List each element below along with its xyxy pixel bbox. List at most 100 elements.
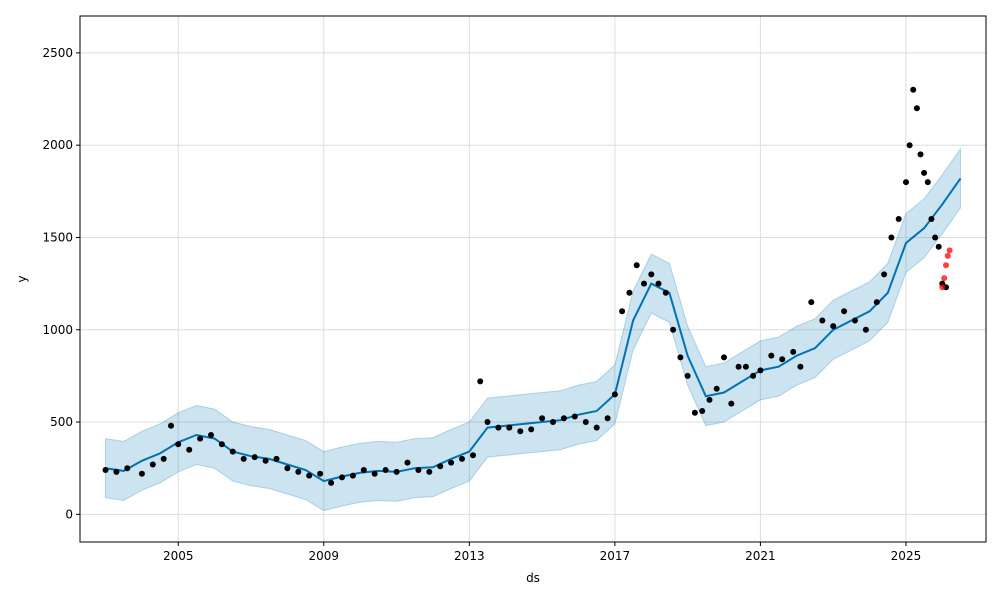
observed-point <box>706 396 713 403</box>
observed-point <box>284 465 291 472</box>
x-tick-label: 2009 <box>309 549 340 563</box>
x-tick-label: 2025 <box>891 549 922 563</box>
observed-point <box>684 372 691 379</box>
observed-point <box>728 400 735 407</box>
recent-point <box>941 275 948 282</box>
observed-point <box>648 271 655 278</box>
observed-point <box>641 280 647 287</box>
observed-point <box>360 467 367 473</box>
x-axis-label: ds <box>526 571 540 585</box>
observed-point <box>808 299 815 306</box>
observed-point <box>102 467 109 473</box>
observed-points-layer <box>102 86 949 486</box>
observed-point <box>924 179 931 186</box>
observed-point <box>862 326 869 333</box>
observed-point <box>768 352 775 359</box>
observed-point <box>218 441 225 448</box>
x-tick-label: 2017 <box>600 549 631 563</box>
observed-point <box>713 385 720 392</box>
y-axis-label: y <box>15 275 29 282</box>
observed-point <box>160 455 167 462</box>
y-tick-label: 1000 <box>42 323 73 337</box>
observed-point <box>517 428 524 435</box>
observed-point <box>168 422 174 429</box>
recent-point <box>946 247 953 254</box>
observed-point <box>742 363 749 370</box>
observed-point <box>124 465 131 472</box>
forecast-line-layer <box>105 177 962 483</box>
observed-point <box>506 424 513 431</box>
y-tick-label: 2500 <box>42 46 73 60</box>
observed-point <box>437 463 444 470</box>
observed-point <box>448 459 455 466</box>
observed-point <box>229 448 236 455</box>
observed-point <box>262 457 269 464</box>
observed-point <box>721 354 727 361</box>
observed-point <box>935 243 942 250</box>
observed-point <box>903 179 909 186</box>
observed-point <box>921 169 928 176</box>
observed-point <box>757 367 764 374</box>
observed-point <box>393 468 400 475</box>
recent-point <box>939 284 946 291</box>
observed-point <box>560 415 567 422</box>
observed-point <box>571 413 578 420</box>
observed-point <box>197 435 204 442</box>
x-tick-label: 2005 <box>163 549 194 563</box>
y-tick-label: 500 <box>50 415 73 429</box>
observed-point <box>539 415 546 422</box>
observed-point <box>906 142 913 149</box>
observed-point <box>339 474 345 481</box>
observed-point <box>273 455 280 462</box>
observed-point <box>306 472 313 479</box>
observed-point <box>175 441 182 448</box>
observed-point <box>662 289 669 296</box>
observed-point <box>371 470 378 477</box>
observed-point <box>593 424 600 431</box>
observed-point <box>932 234 939 241</box>
observed-point <box>735 363 742 370</box>
observed-point <box>691 409 698 416</box>
y-tick-label: 2000 <box>42 138 73 152</box>
observed-point <box>415 467 422 473</box>
observed-point <box>626 289 633 296</box>
observed-point <box>295 468 302 475</box>
observed-point <box>113 468 120 475</box>
forecast-line <box>105 177 962 483</box>
observed-point <box>251 454 258 461</box>
observed-point <box>790 348 797 355</box>
observed-point <box>382 467 389 473</box>
observed-point <box>240 455 247 462</box>
y-tick-label: 1500 <box>42 230 73 244</box>
uncertainty-band <box>105 147 961 512</box>
observed-point <box>797 363 804 370</box>
observed-point <box>699 408 706 414</box>
observed-point <box>917 151 924 158</box>
recent-point <box>944 252 951 259</box>
observed-point <box>426 468 433 475</box>
y-axis-ticks: 0 500 1000 1500 2000 2500 <box>42 46 80 521</box>
observed-point <box>550 419 556 425</box>
observed-point <box>404 459 411 466</box>
observed-point <box>881 271 888 278</box>
observed-point <box>873 299 880 306</box>
observed-point <box>582 419 589 425</box>
observed-point <box>138 470 145 477</box>
plot-frame <box>79 15 987 543</box>
observed-point <box>830 323 837 330</box>
x-axis-ticks: 2005 2009 2013 2017 2021 2025 <box>163 542 921 563</box>
x-tick-label: 2021 <box>745 549 776 563</box>
observed-point <box>928 216 935 222</box>
uncertainty-band-layer <box>105 147 961 512</box>
observed-point <box>670 326 677 333</box>
observed-point <box>349 472 356 479</box>
grid <box>80 16 986 542</box>
observed-point <box>528 426 535 433</box>
observed-point <box>477 378 484 385</box>
observed-point <box>633 262 640 269</box>
observed-point <box>484 419 491 425</box>
observed-point <box>750 372 757 379</box>
